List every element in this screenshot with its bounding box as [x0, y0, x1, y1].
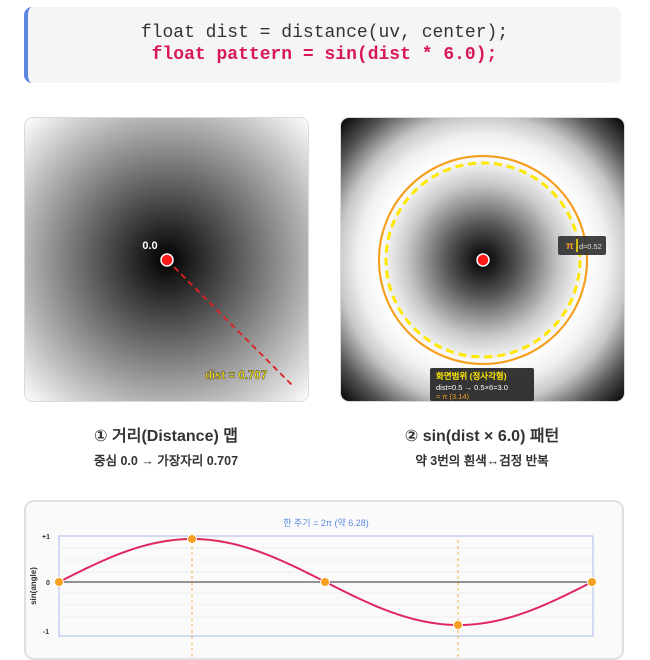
center-dot	[160, 253, 174, 267]
distance-caption-sub: 중심 0.0 → 가장자리 0.707	[93, 454, 239, 468]
key-points	[54, 534, 597, 630]
sin-pattern-panel: π d≈0.52 화면범위 (정사각형) dist=0.5 → 0.5×6=3.…	[340, 117, 625, 402]
point-zero-start	[54, 577, 64, 587]
pi-label-box	[558, 236, 606, 255]
point-zero-mid	[320, 577, 330, 587]
pi-label: π	[566, 241, 574, 252]
ytick-mid: 0	[46, 580, 50, 587]
wave-title: 한 주기 = 2π (약 6.28)	[283, 517, 369, 528]
code-block: float dist = distance(uv, center); float…	[24, 7, 621, 83]
sine-wave-panel: 한 주기 = 2π (약 6.28) +1 0 -1 sin(angle)	[24, 500, 624, 660]
code-line-distance: float dist = distance(uv, center);	[140, 23, 509, 43]
peak-guides	[191, 540, 459, 658]
info-box	[430, 368, 534, 401]
ylabel: sin(angle)	[29, 567, 38, 605]
ytick-bottom: -1	[43, 629, 49, 636]
yellow-dashed-ring	[384, 161, 582, 359]
ytick-top: +1	[42, 534, 50, 541]
point-peak	[187, 534, 197, 544]
distance-map-panel: 0.0 dist = 0.707	[24, 117, 309, 402]
point-trough	[453, 620, 463, 630]
pi-value: d≈0.52	[579, 242, 602, 251]
sin-caption-sub: 약 3번의 흰색↔검정 반복	[415, 454, 549, 468]
grid-lines	[59, 547, 593, 618]
center-label: 0.0	[142, 240, 157, 252]
code-line-pattern: float pattern = sin(dist * 6.0);	[151, 45, 498, 65]
info-title: 화면범위 (정사각형)	[436, 371, 507, 381]
sin-caption-title: ② sin(dist × 6.0) 패턴	[404, 428, 560, 445]
distance-caption-title: ① 거리(Distance) 맵	[94, 428, 238, 445]
info-line1: dist=0.5 → 0.5×6=3.0	[436, 383, 508, 392]
edge-label: dist = 0.707	[205, 370, 267, 382]
center-dot	[476, 253, 490, 267]
info-line2: ≈ π (3.14)	[436, 392, 470, 401]
point-zero-end	[587, 577, 597, 587]
orange-ring	[377, 154, 589, 366]
